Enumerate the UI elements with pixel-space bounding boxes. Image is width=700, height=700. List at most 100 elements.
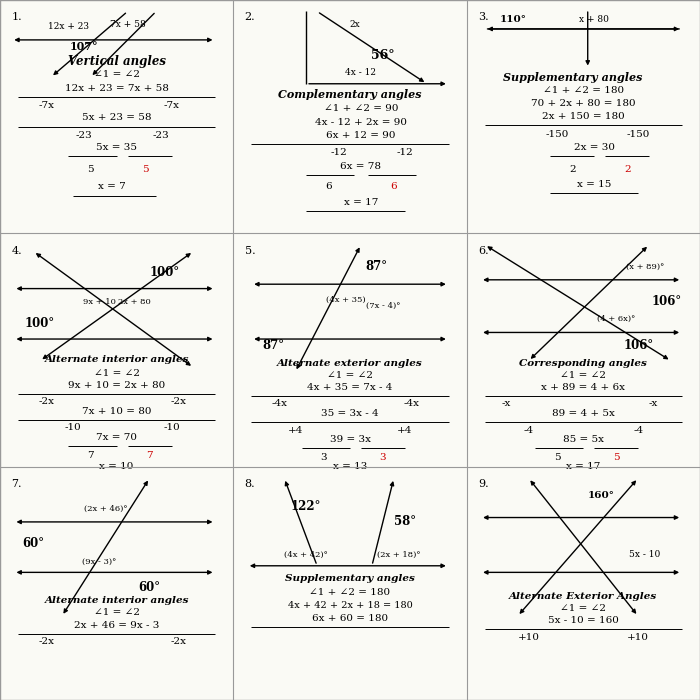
- Text: 35 = 3x - 4: 35 = 3x - 4: [321, 409, 379, 418]
- Text: 4x - 12 + 2x = 90: 4x - 12 + 2x = 90: [315, 118, 407, 127]
- Text: x = 10: x = 10: [99, 462, 134, 470]
- Text: (2x + 46)°: (2x + 46)°: [84, 505, 127, 513]
- Text: Alternate interior angles: Alternate interior angles: [44, 356, 189, 365]
- Text: -2x: -2x: [170, 397, 186, 406]
- Text: 58°: 58°: [394, 515, 416, 528]
- Text: 2x + 80: 2x + 80: [118, 298, 150, 306]
- Text: ∠1 = ∠2: ∠1 = ∠2: [94, 608, 140, 617]
- Text: -10: -10: [64, 424, 81, 433]
- Text: ∠1 + ∠2 = 180: ∠1 + ∠2 = 180: [309, 587, 391, 596]
- Text: x + 80: x + 80: [580, 15, 609, 24]
- Text: 2: 2: [624, 164, 631, 174]
- Text: 100°: 100°: [25, 317, 55, 330]
- Text: (4 + 6x)°: (4 + 6x)°: [597, 315, 636, 323]
- Text: 2x + 150 = 180: 2x + 150 = 180: [542, 112, 624, 121]
- Text: x + 89 = 4 + 6x: x + 89 = 4 + 6x: [541, 383, 625, 392]
- Text: Vertical angles: Vertical angles: [68, 55, 166, 69]
- Text: 160°: 160°: [587, 491, 615, 500]
- Text: x = 13: x = 13: [332, 462, 368, 470]
- Text: 5.: 5.: [245, 246, 255, 256]
- Text: 5: 5: [142, 164, 148, 174]
- Text: 4.: 4.: [11, 246, 22, 256]
- Text: 6: 6: [325, 183, 331, 191]
- Text: 2x: 2x: [349, 20, 360, 29]
- Text: 106°: 106°: [652, 295, 682, 308]
- Text: 6: 6: [391, 183, 397, 191]
- Text: 3.: 3.: [478, 13, 489, 22]
- Text: 9x + 10 = 2x + 80: 9x + 10 = 2x + 80: [68, 381, 165, 390]
- Text: ∠1 = ∠2: ∠1 = ∠2: [94, 71, 140, 80]
- Text: x = 15: x = 15: [577, 180, 612, 189]
- Text: ∠1 = ∠2: ∠1 = ∠2: [560, 604, 606, 613]
- Text: 56°: 56°: [371, 49, 395, 62]
- Text: Supplementary angles: Supplementary angles: [503, 71, 642, 83]
- Text: 3: 3: [321, 453, 327, 462]
- Text: 2x = 30: 2x = 30: [574, 143, 615, 152]
- Text: +10: +10: [517, 633, 540, 642]
- Text: 60°: 60°: [22, 538, 44, 550]
- Text: (4x + 42)°: (4x + 42)°: [284, 551, 328, 559]
- Text: 12x + 23: 12x + 23: [48, 22, 89, 32]
- Text: 12x + 23 = 7x + 58: 12x + 23 = 7x + 58: [64, 84, 169, 92]
- Text: -12: -12: [330, 148, 347, 158]
- Text: -x: -x: [649, 399, 658, 408]
- Text: -2x: -2x: [170, 637, 186, 646]
- Text: 2x + 46 = 9x - 3: 2x + 46 = 9x - 3: [74, 620, 160, 629]
- Text: 1.: 1.: [11, 13, 22, 22]
- Text: -150: -150: [545, 130, 568, 139]
- Text: 5: 5: [554, 453, 560, 462]
- Text: Supplementary angles: Supplementary angles: [285, 575, 415, 583]
- Text: 5: 5: [613, 453, 620, 462]
- Text: (4x + 35): (4x + 35): [326, 295, 365, 304]
- Text: -10: -10: [163, 424, 180, 433]
- Text: 3: 3: [379, 453, 386, 462]
- Text: -2x: -2x: [38, 637, 55, 646]
- Text: (2x + 18)°: (2x + 18)°: [377, 551, 420, 559]
- Text: +4: +4: [288, 426, 303, 435]
- Text: Alternate Exterior Angles: Alternate Exterior Angles: [509, 592, 657, 601]
- Text: 110°: 110°: [500, 15, 527, 24]
- Text: (9x - 3)°: (9x - 3)°: [82, 557, 116, 566]
- Text: 85 = 5x: 85 = 5x: [563, 435, 604, 444]
- Text: 60°: 60°: [139, 581, 160, 594]
- Text: 106°: 106°: [623, 339, 653, 352]
- Text: x = 17: x = 17: [344, 197, 378, 206]
- Text: 5x - 10 = 160: 5x - 10 = 160: [548, 616, 619, 625]
- Text: 39 = 3x: 39 = 3x: [330, 435, 370, 444]
- Text: x = 7: x = 7: [99, 183, 126, 191]
- Text: -2x: -2x: [38, 397, 55, 406]
- Text: 6x + 60 = 180: 6x + 60 = 180: [312, 614, 388, 623]
- Text: 107°: 107°: [69, 41, 98, 52]
- Text: ∠1 + ∠2 = 90: ∠1 + ∠2 = 90: [323, 104, 398, 113]
- Text: 5x = 35: 5x = 35: [96, 143, 137, 152]
- Text: -4x: -4x: [403, 399, 419, 408]
- Text: 6x = 78: 6x = 78: [340, 162, 382, 171]
- Text: 7x = 70: 7x = 70: [96, 433, 137, 442]
- Text: -23: -23: [152, 131, 169, 140]
- Text: -4: -4: [633, 426, 643, 435]
- Text: -7x: -7x: [164, 102, 179, 110]
- Text: 70 + 2x + 80 = 180: 70 + 2x + 80 = 180: [531, 99, 636, 108]
- Text: Alternate exterior angles: Alternate exterior angles: [277, 358, 423, 368]
- Text: 4x + 42 + 2x + 18 = 180: 4x + 42 + 2x + 18 = 180: [288, 601, 412, 610]
- Text: +4: +4: [397, 426, 412, 435]
- Text: 6x + 12 = 90: 6x + 12 = 90: [326, 131, 396, 140]
- Text: -4x: -4x: [272, 399, 288, 408]
- Text: 8.: 8.: [245, 479, 255, 489]
- Text: 9x + 10: 9x + 10: [83, 298, 116, 306]
- Text: 4x + 35 = 7x - 4: 4x + 35 = 7x - 4: [307, 383, 393, 392]
- Text: 87°: 87°: [365, 260, 387, 273]
- Text: 5x - 10: 5x - 10: [629, 550, 660, 559]
- Text: 89 = 4 + 5x: 89 = 4 + 5x: [552, 409, 615, 418]
- Text: ∠1 = ∠2: ∠1 = ∠2: [94, 368, 140, 377]
- Text: 7.: 7.: [11, 479, 22, 489]
- Text: -7x: -7x: [38, 102, 55, 110]
- Text: -x: -x: [502, 399, 511, 408]
- Text: 9.: 9.: [478, 479, 489, 489]
- Text: Corresponding angles: Corresponding angles: [519, 358, 648, 368]
- Text: -4: -4: [524, 426, 533, 435]
- Text: +10: +10: [627, 633, 649, 642]
- Text: 5: 5: [87, 164, 94, 174]
- Text: 7: 7: [146, 451, 153, 460]
- Text: x = 17: x = 17: [566, 462, 601, 470]
